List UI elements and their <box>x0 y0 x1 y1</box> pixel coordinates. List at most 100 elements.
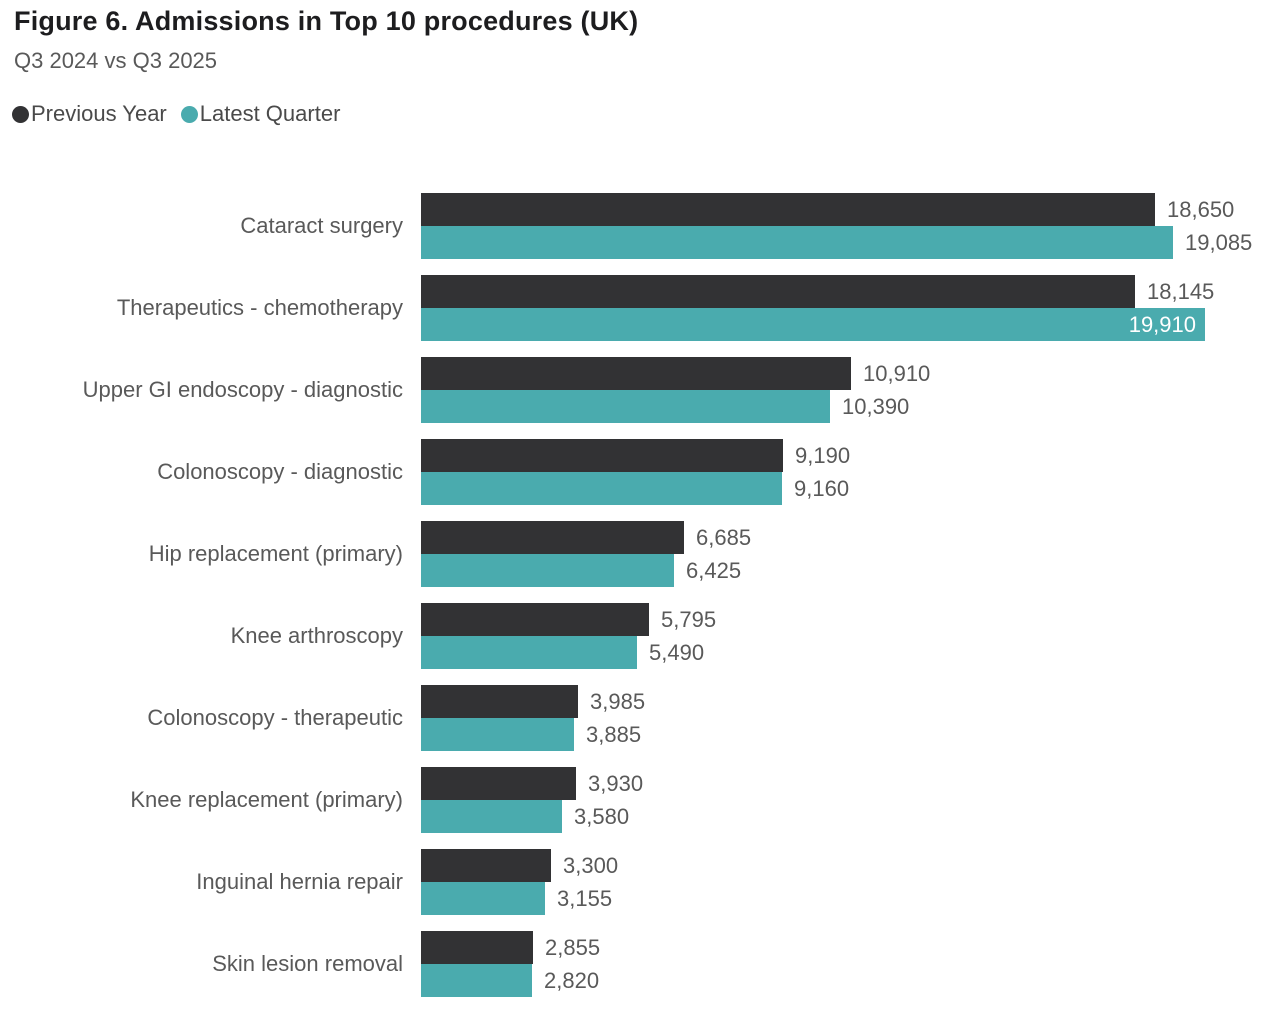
bar-previous-year <box>421 521 684 554</box>
chart-row: Knee arthroscopy 5,795 5,490 <box>0 603 1288 669</box>
bar-latest-quarter <box>421 636 637 669</box>
category-bars: 2,855 2,820 <box>421 931 1288 997</box>
value-label: 3,300 <box>563 852 619 878</box>
bar-previous-year <box>421 193 1155 226</box>
chart-row: Knee replacement (primary) 3,930 3,580 <box>0 767 1288 833</box>
bar-latest-quarter <box>421 882 545 915</box>
category-label: Hip replacement (primary) <box>148 541 403 567</box>
bar-line: 3,930 <box>421 767 1288 800</box>
category-bars: 18,145 19,910 <box>421 275 1288 341</box>
bar-line: 2,855 <box>421 931 1288 964</box>
bar-line: 9,190 <box>421 439 1288 472</box>
category-bars: 3,930 3,580 <box>421 767 1288 833</box>
category-bars: 6,685 6,425 <box>421 521 1288 587</box>
value-label: 10,910 <box>863 360 931 386</box>
category-label: Upper GI endoscopy - diagnostic <box>82 377 403 403</box>
bar-line: 19,910 <box>421 308 1288 341</box>
bar-line: 9,160 <box>421 472 1288 505</box>
bar-latest-quarter <box>421 472 782 505</box>
category-bars: 3,985 3,885 <box>421 685 1288 751</box>
value-label: 3,930 <box>588 770 644 796</box>
bar-latest-quarter <box>421 390 830 423</box>
value-label: 9,190 <box>795 442 851 468</box>
value-label: 2,855 <box>545 934 601 960</box>
chart-row: Colonoscopy - diagnostic 9,190 9,160 <box>0 439 1288 505</box>
category-label: Knee replacement (primary) <box>130 787 403 813</box>
bar-previous-year <box>421 275 1135 308</box>
bar-line: 5,490 <box>421 636 1288 669</box>
chart-header: Figure 6. Admissions in Top 10 procedure… <box>14 6 638 74</box>
legend-item-previous-year[interactable]: Previous Year <box>12 101 167 127</box>
category-bars: 3,300 3,155 <box>421 849 1288 915</box>
bar-line: 3,885 <box>421 718 1288 751</box>
legend-label-previous-year: Previous Year <box>31 101 167 126</box>
bar-latest-quarter <box>421 800 562 833</box>
chart-row: Therapeutics - chemotherapy 18,145 19,910 <box>0 275 1288 341</box>
bar-line: 18,145 <box>421 275 1288 308</box>
chart-row: Skin lesion removal 2,855 2,820 <box>0 931 1288 997</box>
bar-line: 10,910 <box>421 357 1288 390</box>
chart-row: Hip replacement (primary) 6,685 6,425 <box>0 521 1288 587</box>
chart-row: Colonoscopy - therapeutic 3,985 3,885 <box>0 685 1288 751</box>
bar-previous-year <box>421 931 533 964</box>
category-label: Therapeutics - chemotherapy <box>116 295 403 321</box>
bar-line: 10,390 <box>421 390 1288 423</box>
category-label: Cataract surgery <box>240 213 403 239</box>
bar-latest-quarter <box>421 964 532 997</box>
value-label: 3,885 <box>586 721 642 747</box>
value-label: 6,685 <box>696 524 752 550</box>
bar-line: 19,085 <box>421 226 1288 259</box>
bar-latest-quarter <box>421 554 674 587</box>
value-label: 3,155 <box>557 885 613 911</box>
category-bars: 5,795 5,490 <box>421 603 1288 669</box>
category-bars: 18,650 19,085 <box>421 193 1288 259</box>
bar-line: 5,795 <box>421 603 1288 636</box>
category-label: Skin lesion removal <box>212 951 403 977</box>
value-label: 6,425 <box>686 557 742 583</box>
legend-label-latest-quarter: Latest Quarter <box>199 101 341 126</box>
value-label: 3,985 <box>590 688 646 714</box>
bar-previous-year <box>421 603 649 636</box>
value-label: 5,795 <box>661 606 717 632</box>
bar-line: 6,685 <box>421 521 1288 554</box>
bar-latest-quarter: 19,910 <box>421 308 1205 341</box>
category-label: Inguinal hernia repair <box>196 869 403 895</box>
bar-previous-year <box>421 357 851 390</box>
value-label: 10,390 <box>842 393 910 419</box>
category-bars: 9,190 9,160 <box>421 439 1288 505</box>
bar-line: 3,300 <box>421 849 1288 882</box>
value-label: 18,650 <box>1167 196 1235 222</box>
value-label: 19,085 <box>1185 229 1253 255</box>
chart-title: Figure 6. Admissions in Top 10 procedure… <box>14 6 639 36</box>
bar-latest-quarter <box>421 226 1173 259</box>
bar-line: 3,580 <box>421 800 1288 833</box>
category-label: Knee arthroscopy <box>230 623 403 649</box>
value-label: 2,820 <box>544 967 600 993</box>
value-label: 3,580 <box>574 803 630 829</box>
chart-plot-area: Cataract surgery 18,650 19,085 Therapeutics… <box>0 193 1288 1013</box>
bar-line: 18,650 <box>421 193 1288 226</box>
bar-previous-year <box>421 767 576 800</box>
chart-row: Inguinal hernia repair 3,300 3,155 <box>0 849 1288 915</box>
legend: Previous Year Latest Quarter <box>12 101 340 127</box>
bar-previous-year <box>421 685 578 718</box>
legend-item-latest-quarter[interactable]: Latest Quarter <box>180 101 341 127</box>
value-label: 18,145 <box>1147 278 1215 304</box>
bar-previous-year <box>421 849 551 882</box>
bar-previous-year <box>421 439 783 472</box>
bar-latest-quarter <box>421 718 574 751</box>
chart-subtitle: Q3 2024 vs Q3 2025 <box>14 48 218 73</box>
legend-dot-latest-quarter-icon <box>180 105 198 123</box>
bar-line: 6,425 <box>421 554 1288 587</box>
chart-row: Cataract surgery 18,650 19,085 <box>0 193 1288 259</box>
category-label: Colonoscopy - therapeutic <box>147 705 403 731</box>
bar-line: 3,985 <box>421 685 1288 718</box>
bar-line: 3,155 <box>421 882 1288 915</box>
bar-line: 2,820 <box>421 964 1288 997</box>
category-bars: 10,910 10,390 <box>421 357 1288 423</box>
value-label: 5,490 <box>649 639 705 665</box>
category-label: Colonoscopy - diagnostic <box>157 459 403 485</box>
value-label: 19,910 <box>1128 311 1196 337</box>
value-label: 9,160 <box>794 475 850 501</box>
